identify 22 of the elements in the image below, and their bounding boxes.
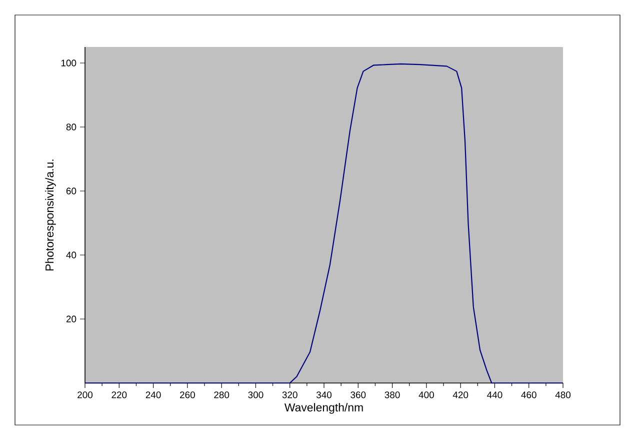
x-tick-label: 460 [521, 392, 536, 398]
x-tick-label: 440 [487, 392, 502, 398]
y-axis-title: Photoresponsivity/a.u. [45, 160, 56, 270]
x-tick-label: 280 [214, 392, 230, 398]
y-tick-label: 20 [66, 316, 76, 322]
x-tick-label: 200 [78, 392, 93, 398]
x-tick-label: 260 [180, 392, 195, 398]
x-tick-label: 400 [418, 392, 434, 398]
x-axis-title: Wavelength/nm [284, 403, 363, 414]
x-tick-label: 340 [316, 392, 332, 398]
x-tick-label: 420 [452, 392, 468, 398]
x-tick-label: 240 [146, 392, 161, 398]
x-tick-label: 380 [384, 392, 400, 398]
y-tick-label: 60 [66, 188, 76, 194]
x-tick-label: 480 [555, 392, 571, 398]
y-tick-label: 40 [66, 252, 76, 258]
y-tick-label: 80 [66, 124, 76, 130]
x-tick-label: 220 [112, 392, 127, 398]
x-tick-label: 300 [248, 392, 264, 398]
x-tick-label: 360 [350, 392, 366, 398]
x-tick-label: 320 [282, 392, 298, 398]
y-tick-label: 100 [61, 60, 76, 66]
